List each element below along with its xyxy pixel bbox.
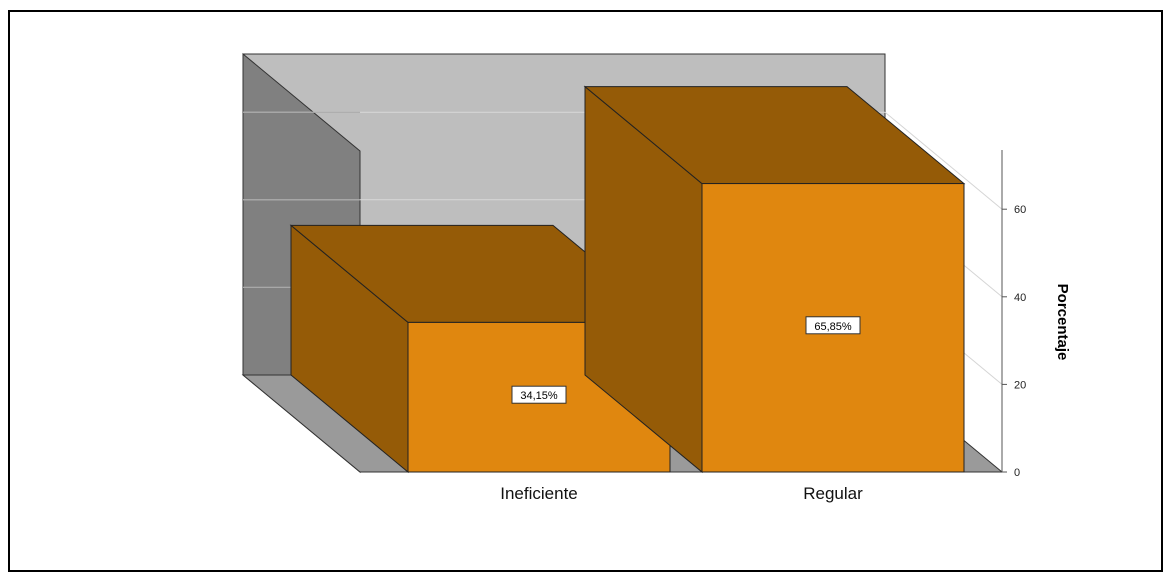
bar-chart-3d: 34,15% 65,85% Ineficiente Regular 0 20 40 60 P… [241, 52, 1071, 503]
data-label-box [511, 385, 567, 404]
gridline [884, 111, 1003, 210]
chart-frame: 34,15% 65,85% Ineficiente Regular 0 20 40 60 P… [8, 10, 1163, 572]
category-label: Regular [803, 484, 863, 503]
y-tick-label: 0 [1014, 467, 1020, 479]
y-tick-label: 60 [1014, 204, 1026, 216]
category-label: Ineficiente [500, 484, 578, 503]
data-label: 34,15% [520, 390, 558, 402]
y-axis-label: Porcentaje [1054, 284, 1071, 361]
y-tick-label: 20 [1014, 379, 1026, 391]
data-label: 65,85% [814, 321, 852, 333]
data-label-box [805, 316, 861, 335]
y-tick-label: 40 [1014, 292, 1026, 304]
